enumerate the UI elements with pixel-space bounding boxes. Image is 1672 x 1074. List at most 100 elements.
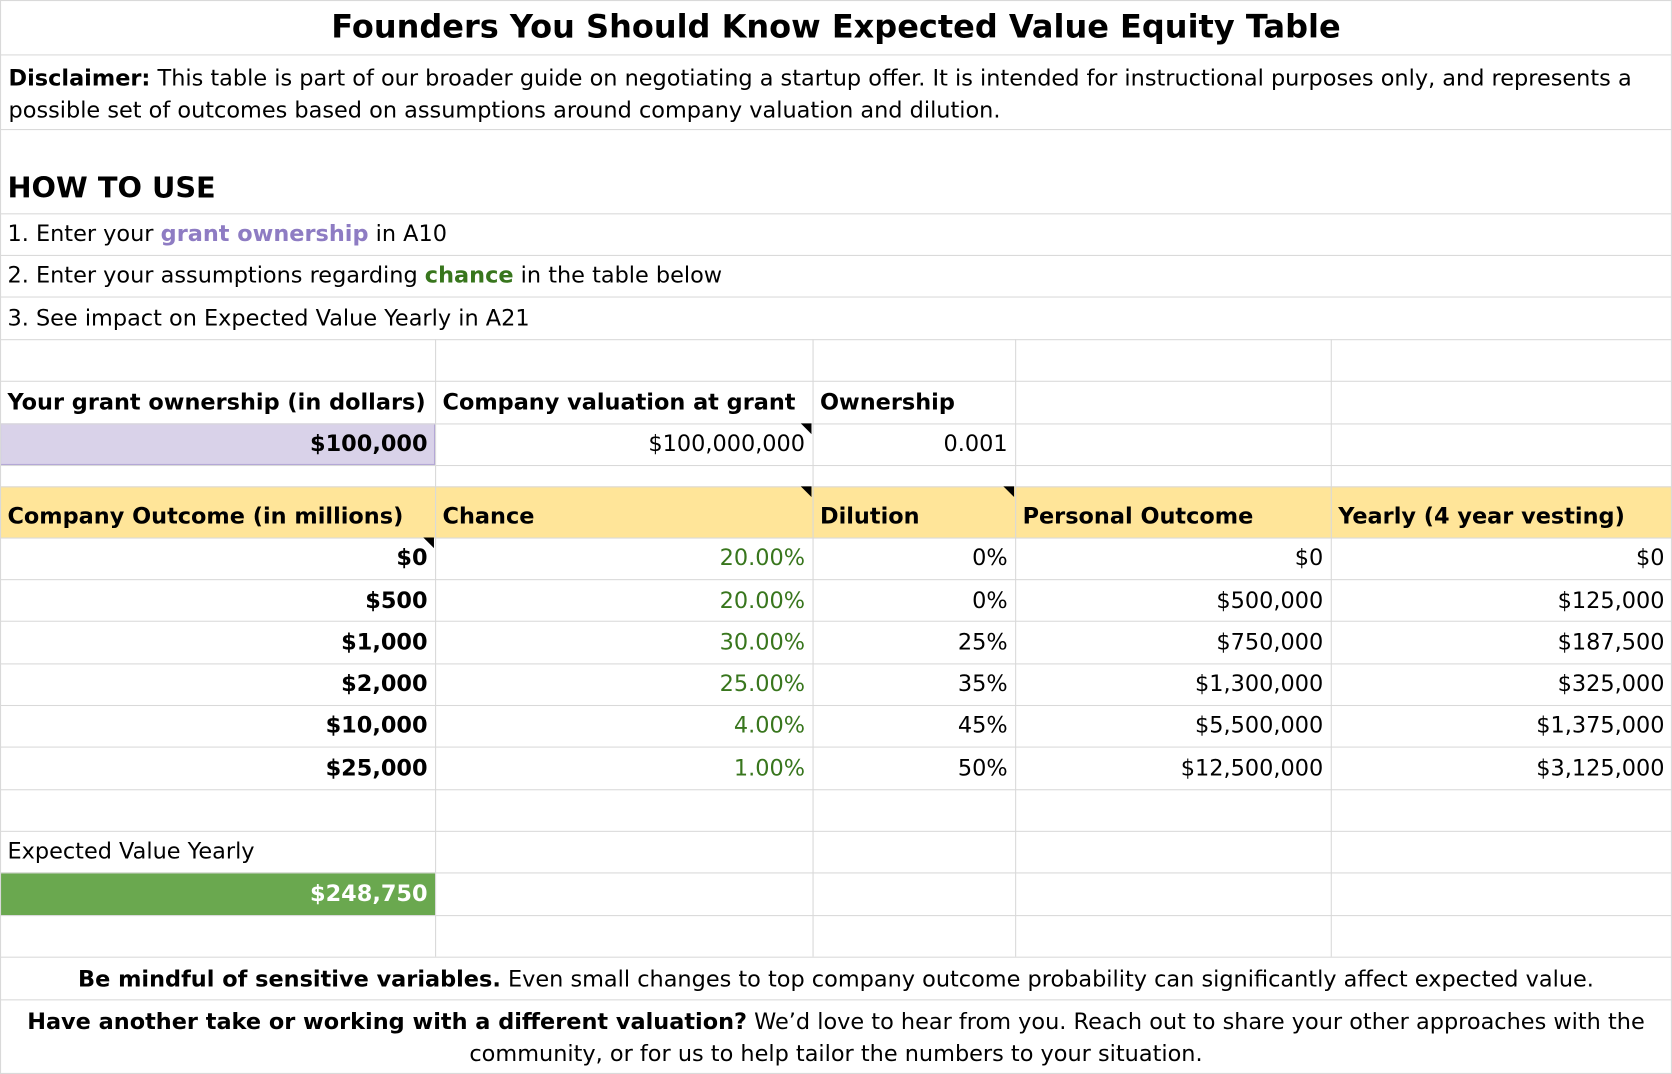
table-cell: $3,125,000 (1536, 754, 1665, 781)
note-text: Even small changes to top company outcom… (507, 966, 1594, 992)
row-line (0, 54, 1672, 56)
table-cell: $187,500 (1557, 629, 1665, 655)
step-text: in A10 (375, 220, 447, 247)
how-to-step: 3. See impact on Expected Value Yearly i… (0, 296, 1672, 339)
table-cell: $1,300,000 (1195, 671, 1324, 697)
table-cell: $1,000 (341, 629, 428, 655)
row-line (0, 789, 1672, 791)
table-cell: 20.00% (719, 587, 806, 613)
table-cell: 20.00% (719, 545, 806, 571)
table-cell: 4.00% (733, 712, 806, 739)
table-cell: $0 (1635, 545, 1665, 571)
input-header: Your grant ownership (in dollars) (7, 389, 426, 415)
column-line (1670, 0, 1672, 1074)
table-cell: $10,000 (325, 712, 428, 739)
title: Founders You Should Know Expected Value … (331, 8, 1341, 46)
comment-marker (423, 537, 434, 549)
column-line (435, 339, 437, 957)
note: Have another take or working with a diff… (21, 1006, 1650, 1070)
table-cell: 35% (957, 671, 1008, 697)
input-header: Company valuation at grant (442, 389, 796, 415)
note-text: We’d love to hear from you. Reach out to… (469, 1008, 1645, 1067)
disclaimer-label: Disclaimer: (8, 65, 151, 91)
table-cell: 30.00% (719, 629, 806, 655)
table-cell: $500 (365, 587, 428, 613)
row-line (0, 830, 1672, 832)
row-line (0, 380, 1672, 382)
table-header: Company Outcome (in millions) (7, 503, 404, 529)
row-line (0, 704, 1672, 707)
ev-label: Expected Value Yearly (7, 838, 255, 864)
table-cell: $0 (396, 545, 428, 571)
row-line (0, 129, 1672, 131)
table-cell: 45% (957, 712, 1008, 739)
row-line (0, 579, 1672, 581)
disclaimer-text: This table is part of our broader guide … (8, 65, 1632, 123)
note-bold: Have another take or working with a diff… (27, 1008, 748, 1035)
ev-highlight (0, 872, 436, 916)
row-line (0, 486, 1672, 488)
row-line (0, 464, 1672, 467)
column-line (0, 0, 2, 1074)
table-cell: $0 (1294, 545, 1324, 571)
table-cell: $2,000 (341, 671, 428, 697)
step-text: 2. Enter your assumptions regarding (7, 262, 418, 288)
row-line (0, 339, 1672, 341)
step-text: 1. Enter your (7, 220, 154, 247)
row-line (0, 956, 1672, 958)
row-line (0, 620, 1672, 622)
disclaimer: Disclaimer: This table is part of our br… (9, 62, 1668, 126)
comment-marker (1003, 486, 1015, 497)
how-to-step: 2. Enter your assumptions regarding chan… (0, 255, 1672, 297)
table-cell: $750,000 (1216, 629, 1324, 655)
table-cell: $1,375,000 (1536, 712, 1665, 739)
table-cell: $12,500,000 (1180, 754, 1324, 781)
note-bold: Be mindful of sensitive variables. (78, 966, 501, 992)
row-line (0, 254, 1672, 256)
input-value: 0.001 (943, 430, 1008, 457)
table-header: Chance (442, 503, 535, 529)
column-line (1330, 339, 1332, 957)
row-line (0, 872, 1672, 874)
row-line (0, 423, 1672, 425)
step-text: in the table below (520, 262, 723, 288)
how-to-heading: HOW TO USE (7, 171, 216, 205)
table-cell: 25% (957, 629, 1008, 655)
step-highlight: chance (424, 262, 514, 288)
row-line (0, 746, 1672, 748)
row-line (0, 296, 1672, 298)
table-cell: 0% (972, 587, 1008, 613)
table-header: Personal Outcome (1022, 503, 1254, 529)
ev-value: $248,750 (310, 880, 428, 907)
table-cell: $325,000 (1557, 671, 1665, 697)
input-value: $100,000 (310, 430, 428, 457)
row-line (0, 0, 1672, 2)
note: Be mindful of sensitive variables. Even … (21, 963, 1650, 995)
step-highlight: grant ownership (160, 220, 369, 247)
comment-marker (800, 486, 812, 497)
row-line (0, 663, 1672, 665)
row-line (0, 537, 1672, 539)
header-band (0, 486, 1672, 538)
column-line (1015, 339, 1017, 957)
table-cell: $25,000 (325, 754, 428, 781)
table-header: Yearly (4 year vesting) (1338, 503, 1625, 529)
row-line (0, 999, 1672, 1001)
step-text: 3. See impact on Expected Value Yearly i… (7, 305, 530, 331)
row-line (0, 915, 1672, 917)
table-cell: 1.00% (733, 754, 806, 781)
table-cell: 0% (972, 545, 1008, 571)
table-cell: $125,000 (1557, 587, 1665, 613)
input-value: $100,000,000 (648, 430, 806, 457)
table-cell: $500,000 (1216, 587, 1324, 613)
row-line (0, 213, 1672, 215)
row-line (0, 1072, 1672, 1074)
comment-marker (800, 423, 812, 435)
how-to-step: 1. Enter your grant ownership in A10 (0, 213, 1672, 255)
table-cell: 25.00% (719, 671, 806, 697)
column-line (812, 339, 814, 957)
table-header: Dilution (819, 503, 920, 529)
input-header: Ownership (819, 389, 955, 415)
